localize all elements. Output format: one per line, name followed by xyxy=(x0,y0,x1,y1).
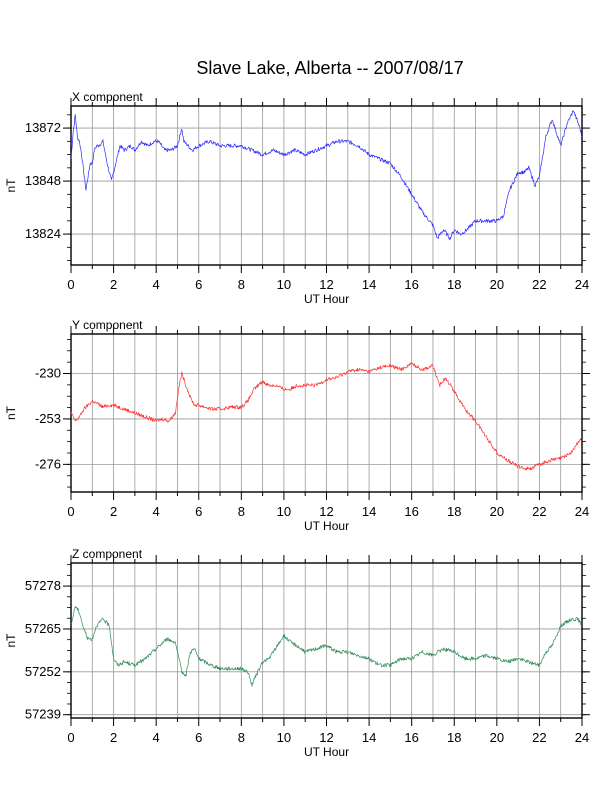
x-tick-label: 14 xyxy=(362,730,376,745)
panel-title: Z component xyxy=(72,547,143,561)
x-tick-label: 12 xyxy=(319,730,333,745)
x-axis-label: UT Hour xyxy=(304,745,349,759)
x-tick-label: 8 xyxy=(238,504,245,519)
y-tick-label: 13872 xyxy=(25,120,61,135)
x-tick-label: 14 xyxy=(362,504,376,519)
x-tick-label: 16 xyxy=(404,730,418,745)
panel-title: X component xyxy=(72,90,143,104)
x-tick-label: 16 xyxy=(404,277,418,292)
panel-title: Y component xyxy=(72,318,143,332)
x-tick-label: 16 xyxy=(404,504,418,519)
x-axis-label: UT Hour xyxy=(304,519,349,533)
plot-frame xyxy=(70,562,583,719)
x-tick-label: 10 xyxy=(277,730,291,745)
x-tick-label: 2 xyxy=(110,504,117,519)
x-tick-label: 2 xyxy=(110,730,117,745)
series-line xyxy=(70,605,583,687)
x-tick-label: 4 xyxy=(153,730,160,745)
y-tick-label: -253 xyxy=(35,411,61,426)
x-tick-label: 18 xyxy=(447,504,461,519)
x-tick-label: 6 xyxy=(195,504,202,519)
y-tick-label: 57252 xyxy=(25,664,61,679)
x-tick-label: 0 xyxy=(67,504,74,519)
x-tick-label: 20 xyxy=(490,277,504,292)
x-tick-label: 4 xyxy=(153,277,160,292)
x-tick-label: 24 xyxy=(575,730,589,745)
x-tick-label: 20 xyxy=(490,730,504,745)
x-tick-label: 12 xyxy=(319,277,333,292)
x-tick-label: 0 xyxy=(67,730,74,745)
x-tick-label: 6 xyxy=(195,277,202,292)
x-tick-label: 6 xyxy=(195,730,202,745)
x-tick-label: 14 xyxy=(362,277,376,292)
y-axis-label: nT xyxy=(4,178,18,193)
y-tick-label: 57278 xyxy=(25,578,61,593)
series-line xyxy=(70,110,583,240)
x-tick-label: 4 xyxy=(153,504,160,519)
y-tick-label: 57265 xyxy=(25,621,61,636)
x-tick-label: 10 xyxy=(277,504,291,519)
x-axis-label: UT Hour xyxy=(304,292,349,306)
x-tick-label: 24 xyxy=(575,504,589,519)
x-tick-label: 22 xyxy=(532,730,546,745)
y-tick-label: 13848 xyxy=(25,173,61,188)
x-tick-label: 22 xyxy=(532,277,546,292)
x-tick-label: 2 xyxy=(110,277,117,292)
y-axis-label: nT xyxy=(4,633,18,648)
x-tick-label: 8 xyxy=(238,277,245,292)
y-tick-label: -276 xyxy=(35,456,61,471)
x-tick-label: 8 xyxy=(238,730,245,745)
x-tick-label: 18 xyxy=(447,277,461,292)
x-tick-label: 0 xyxy=(67,277,74,292)
x-tick-label: 10 xyxy=(277,277,291,292)
y-tick-label: 13824 xyxy=(25,226,61,241)
x-tick-label: 24 xyxy=(575,277,589,292)
x-tick-label: 18 xyxy=(447,730,461,745)
x-tick-label: 22 xyxy=(532,504,546,519)
y-tick-label: -230 xyxy=(35,366,61,381)
page-title: Slave Lake, Alberta -- 2007/08/17 xyxy=(196,58,464,78)
x-tick-label: 12 xyxy=(319,504,333,519)
plot-frame xyxy=(70,105,583,266)
y-axis-label: nT xyxy=(4,405,18,420)
y-tick-label: 57239 xyxy=(25,707,61,722)
x-tick-label: 20 xyxy=(490,504,504,519)
series-line xyxy=(70,362,583,471)
